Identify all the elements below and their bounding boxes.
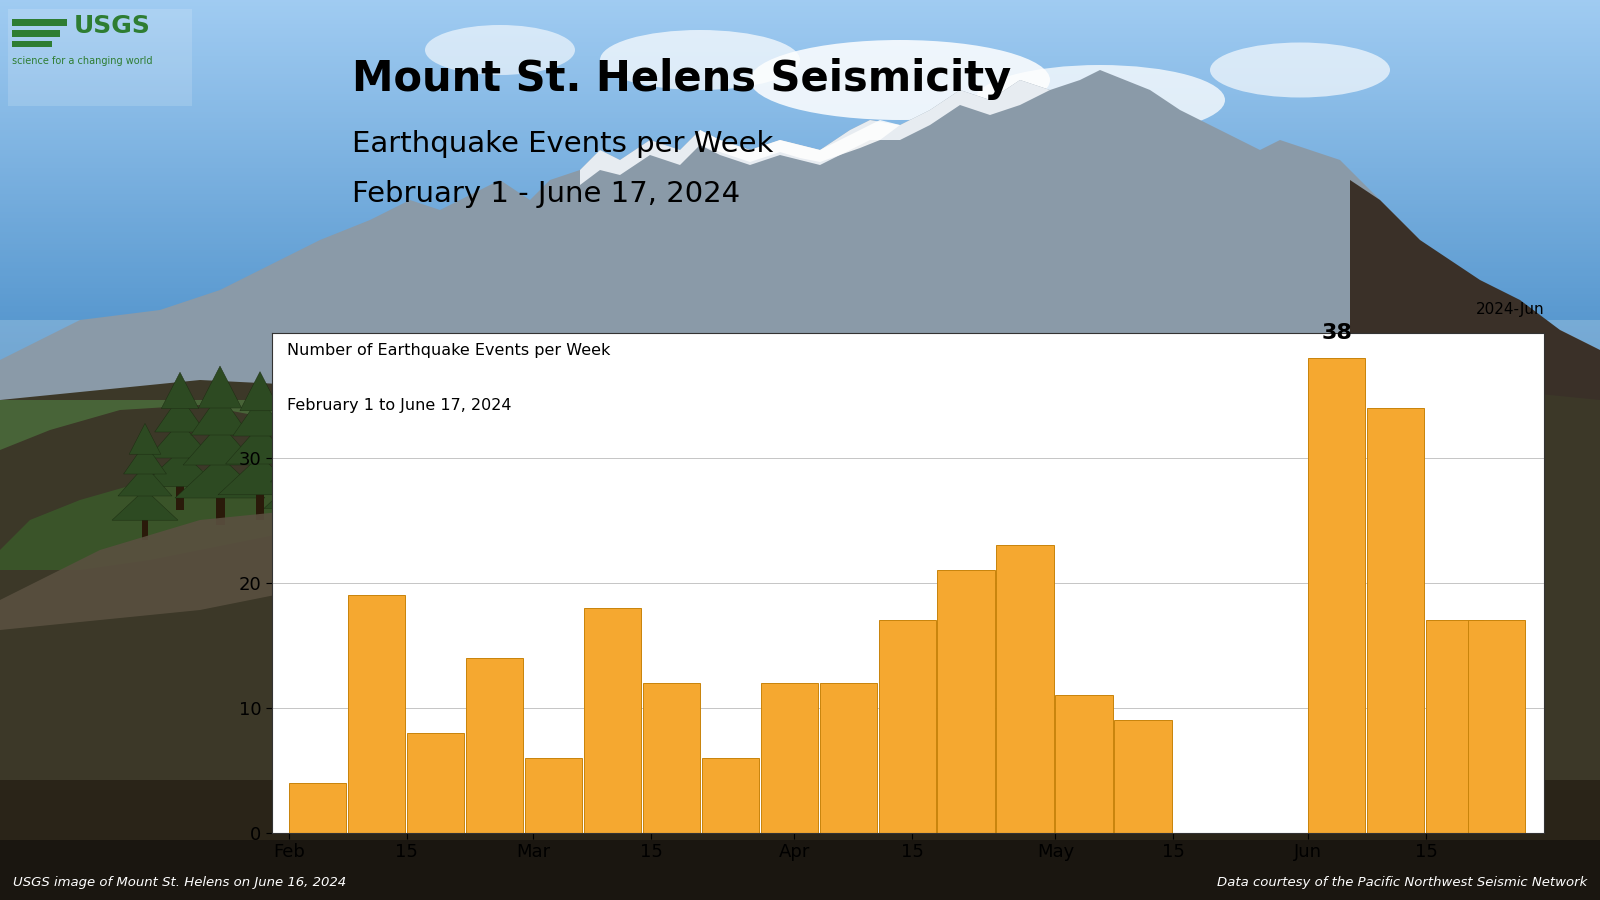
Text: USGS: USGS xyxy=(74,14,150,38)
Bar xyxy=(584,608,642,832)
Bar xyxy=(176,484,184,510)
Polygon shape xyxy=(270,448,330,482)
Polygon shape xyxy=(277,425,323,458)
Polygon shape xyxy=(162,373,198,409)
Bar xyxy=(1469,620,1525,832)
Bar xyxy=(760,682,818,833)
Polygon shape xyxy=(141,450,219,487)
Text: Mount St. Helens Seismicity: Mount St. Helens Seismicity xyxy=(352,58,1011,101)
Bar xyxy=(1114,720,1171,832)
Bar xyxy=(296,506,304,530)
Bar xyxy=(1056,695,1112,833)
Ellipse shape xyxy=(750,40,1050,120)
Polygon shape xyxy=(0,470,381,570)
Polygon shape xyxy=(240,372,280,410)
Ellipse shape xyxy=(974,65,1226,135)
Polygon shape xyxy=(0,400,520,450)
Polygon shape xyxy=(579,80,1050,185)
Text: February 1 - June 17, 2024: February 1 - June 17, 2024 xyxy=(352,180,741,208)
Bar xyxy=(525,758,582,832)
Polygon shape xyxy=(1350,180,1600,400)
Bar xyxy=(11,19,67,26)
Polygon shape xyxy=(232,397,288,436)
Polygon shape xyxy=(190,393,250,435)
Bar xyxy=(1309,358,1365,832)
Bar xyxy=(406,733,464,832)
Bar xyxy=(216,495,224,525)
Bar xyxy=(0,320,1600,400)
Polygon shape xyxy=(320,457,360,485)
Text: 2024-Jun: 2024-Jun xyxy=(1475,302,1544,317)
Polygon shape xyxy=(701,120,899,162)
Bar xyxy=(878,620,936,832)
Bar xyxy=(338,525,342,545)
Text: USGS image of Mount St. Helens on June 16, 2024: USGS image of Mount St. Helens on June 1… xyxy=(13,877,346,889)
Polygon shape xyxy=(130,423,162,454)
Bar xyxy=(819,682,877,833)
Polygon shape xyxy=(149,421,211,458)
Bar xyxy=(1366,408,1424,832)
Ellipse shape xyxy=(426,25,574,75)
Polygon shape xyxy=(326,439,355,467)
Ellipse shape xyxy=(1210,42,1390,97)
Polygon shape xyxy=(155,396,205,432)
Polygon shape xyxy=(182,423,258,465)
Polygon shape xyxy=(112,490,178,520)
Bar xyxy=(1426,620,1483,832)
Polygon shape xyxy=(218,455,302,495)
Polygon shape xyxy=(123,443,166,474)
Text: February 1 to June 17, 2024: February 1 to June 17, 2024 xyxy=(288,398,512,413)
Bar xyxy=(0,780,1600,840)
Bar xyxy=(256,492,264,520)
Polygon shape xyxy=(174,456,266,498)
Polygon shape xyxy=(283,403,317,436)
Polygon shape xyxy=(0,70,1600,400)
Polygon shape xyxy=(0,510,350,630)
Bar xyxy=(0,820,1600,900)
Polygon shape xyxy=(264,475,336,508)
Bar xyxy=(643,682,699,833)
Bar xyxy=(938,571,995,832)
Bar xyxy=(466,658,523,832)
Polygon shape xyxy=(310,499,370,527)
Polygon shape xyxy=(315,477,365,505)
Bar xyxy=(142,518,149,540)
Ellipse shape xyxy=(600,30,800,90)
Text: Number of Earthquake Events per Week: Number of Earthquake Events per Week xyxy=(288,343,611,358)
Polygon shape xyxy=(0,365,1600,900)
Text: 38: 38 xyxy=(1322,323,1352,343)
Bar xyxy=(11,31,59,37)
Bar xyxy=(290,782,346,833)
Bar xyxy=(997,545,1054,832)
Polygon shape xyxy=(118,465,173,496)
Text: Earthquake Events per Week: Earthquake Events per Week xyxy=(352,130,773,158)
Polygon shape xyxy=(226,425,294,464)
Bar xyxy=(11,41,53,47)
Text: science for a changing world: science for a changing world xyxy=(11,56,152,66)
Bar xyxy=(702,758,758,832)
Text: Data courtesy of the Pacific Northwest Seismic Network: Data courtesy of the Pacific Northwest S… xyxy=(1218,877,1587,889)
Bar xyxy=(347,595,405,832)
Polygon shape xyxy=(198,366,242,408)
